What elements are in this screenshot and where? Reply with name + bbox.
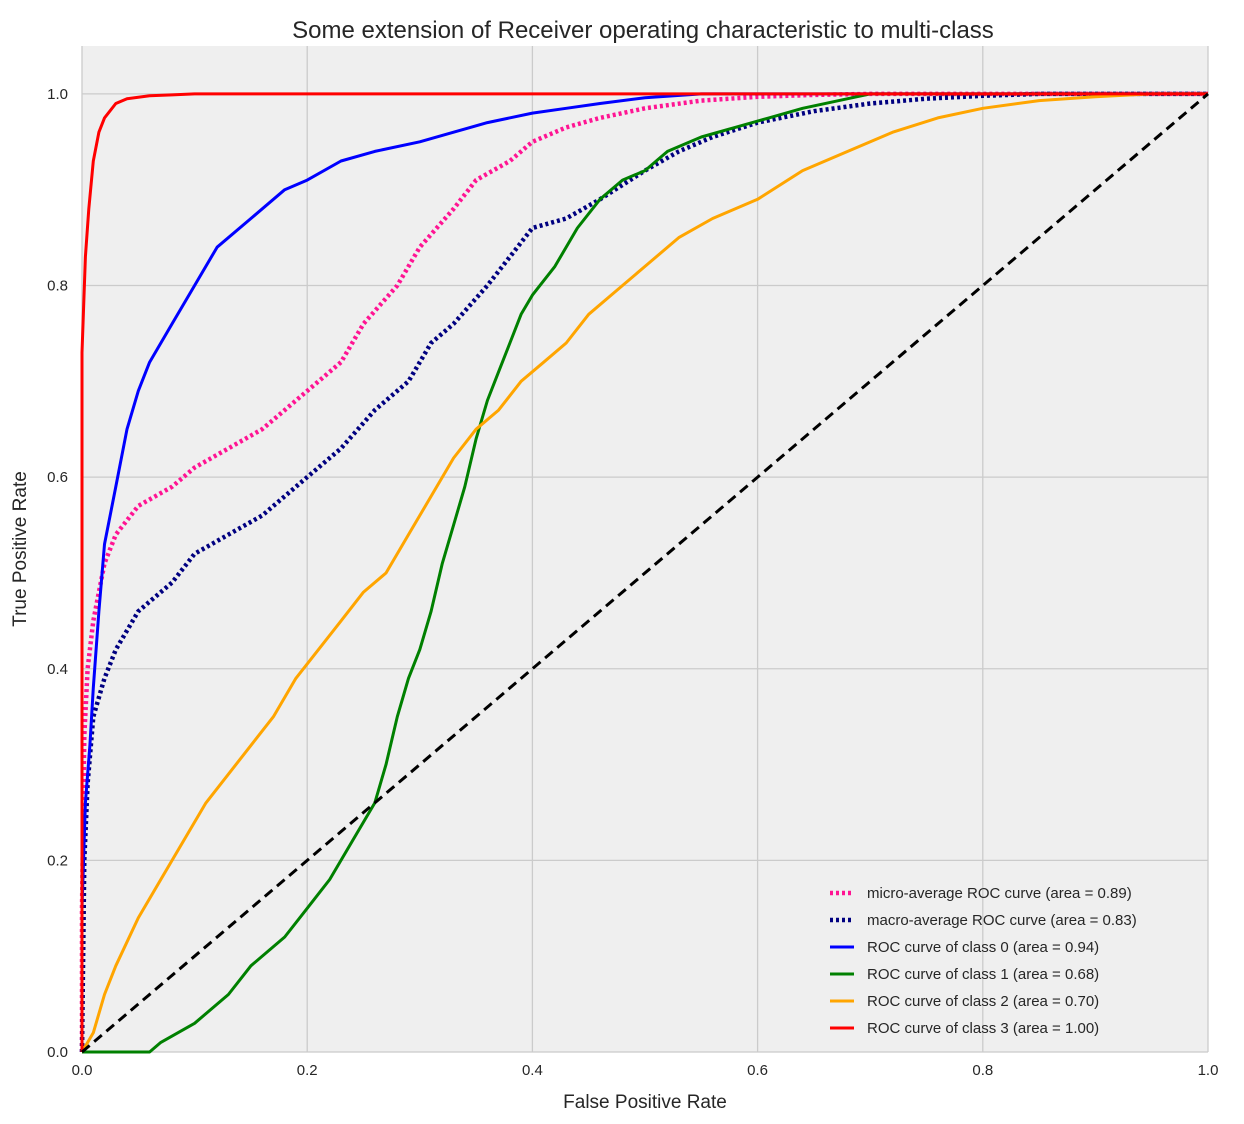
- x-axis-label: False Positive Rate: [563, 1092, 727, 1113]
- y-tick-label: 0.4: [47, 661, 68, 678]
- x-tick-label: 0.6: [747, 1062, 768, 1079]
- legend-label: ROC curve of class 3 (area = 1.00): [867, 1020, 1099, 1037]
- series-group: [79, 91, 1209, 1054]
- legend-label: micro-average ROC curve (area = 0.89): [867, 885, 1132, 902]
- x-tick-label: 1.0: [1198, 1062, 1219, 1079]
- y-tick-label: 1.0: [47, 86, 68, 103]
- legend-label: macro-average ROC curve (area = 0.83): [867, 912, 1137, 929]
- series-line-3: [82, 92, 1208, 1054]
- chart-title: Some extension of Receiver operating cha…: [292, 17, 994, 44]
- grid-lines: [81, 46, 1209, 1053]
- x-tick-label: 0.4: [522, 1062, 543, 1079]
- series-line-1: [79, 91, 1208, 1053]
- x-tick-label: 0.0: [72, 1062, 93, 1079]
- series-line-2: [80, 92, 1208, 1052]
- series-line-5: [80, 92, 1208, 1052]
- y-axis-label: True Positive Rate: [10, 471, 31, 627]
- legend: micro-average ROC curve (area = 0.89) mac…: [830, 885, 1137, 1037]
- y-tick-label: 0.8: [47, 278, 68, 295]
- legend-label: ROC curve of class 1 (area = 0.68): [867, 966, 1099, 983]
- y-tick-label: 0.2: [47, 852, 68, 869]
- y-tick-labels: 0.0 0.2 0.4 0.6 0.8 1.0: [47, 86, 68, 1061]
- legend-label: ROC curve of class 2 (area = 0.70): [867, 993, 1099, 1010]
- x-tick-labels: 0.0 0.2 0.4 0.6 0.8 1.0: [72, 1062, 1219, 1079]
- series-line-4: [80, 92, 1208, 1053]
- y-tick-label: 0.6: [47, 469, 68, 486]
- x-tick-label: 0.8: [972, 1062, 993, 1079]
- plot-area: [82, 46, 1208, 1052]
- y-tick-label: 0.0: [47, 1044, 68, 1061]
- x-tick-label: 0.2: [297, 1062, 318, 1079]
- legend-label: ROC curve of class 0 (area = 0.94): [867, 939, 1099, 956]
- series-line-6: [81, 92, 1209, 1054]
